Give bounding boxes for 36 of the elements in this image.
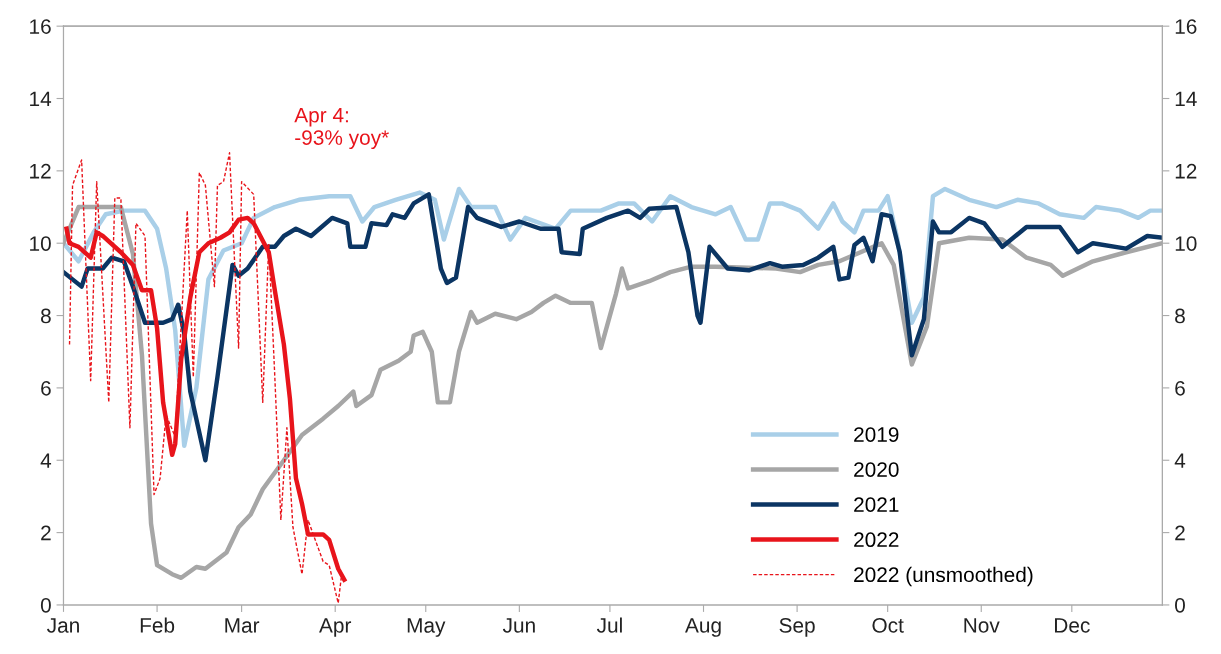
legend-label: 2019	[854, 427, 899, 442]
x-tick-label: Jul	[596, 617, 622, 633]
x-tick-label: May	[407, 618, 446, 637]
x-tick-label: Feb	[140, 617, 175, 633]
y2-tick-label: 12	[1175, 163, 1197, 179]
y2-tick-label: 6	[1175, 380, 1185, 396]
x-tick-label: Apr	[319, 618, 352, 637]
legend-label: 2022 (unsmoothed)	[854, 566, 1033, 587]
x-tick-label: Jun	[502, 618, 535, 633]
y-tick-label: 2	[41, 525, 51, 541]
y2-tick-label: 0	[1175, 597, 1185, 613]
y-tick-label: 6	[41, 380, 51, 396]
y2-tick-label: 16	[1175, 19, 1197, 34]
y2-tick-label: 2	[1175, 525, 1185, 541]
x-tick-label: Aug	[685, 618, 721, 637]
x-tick-label: Nov	[964, 618, 1000, 633]
y2-tick-label: 4	[1174, 453, 1186, 468]
legend-label: 2020	[854, 462, 899, 477]
y-tick-label: 8	[41, 308, 51, 324]
y2-tick-label: 10	[1175, 236, 1197, 251]
annotation: Apr 4: -93% yoy*	[294, 107, 389, 150]
x-tick-label: Oct	[872, 618, 904, 633]
x-tick-label: Sep	[779, 618, 815, 637]
x-tick-label: Dec	[1055, 618, 1090, 633]
y-tick-label: 16	[30, 19, 51, 34]
y-tick-label: 14	[30, 91, 52, 107]
y-tick-label: 4	[40, 453, 52, 468]
y2-tick-label: 8	[1175, 308, 1185, 324]
legend-label: 2021	[854, 497, 899, 512]
x-tick-label: Mar	[225, 618, 260, 633]
y-tick-label: 10	[30, 236, 51, 251]
y-tick-label: 0	[40, 597, 51, 613]
y-tick-label: 12	[30, 163, 51, 179]
y2-tick-label: 14	[1175, 91, 1197, 107]
legend-label: 2022	[854, 532, 899, 548]
x-tick-label: Jan	[47, 618, 79, 633]
